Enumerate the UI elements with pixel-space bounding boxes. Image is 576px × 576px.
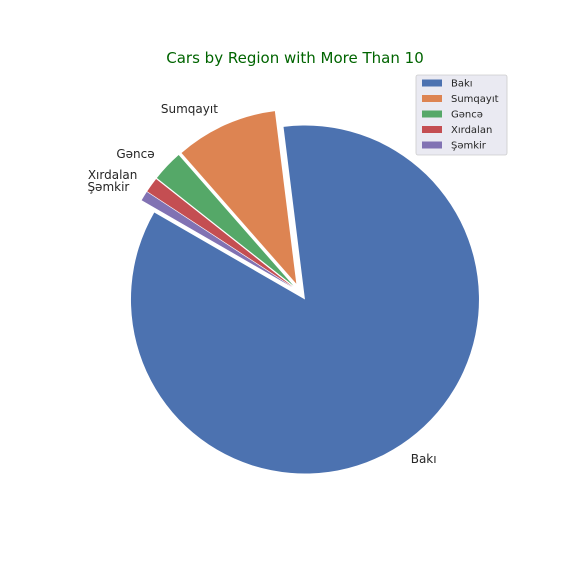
chart-title: Cars by Region with More Than 10 — [166, 49, 423, 67]
legend-swatch-3 — [422, 110, 442, 118]
slice-label-2: Sumqayıt — [161, 102, 218, 116]
legend-label-5: Şəmkir — [451, 141, 487, 152]
slice-label-5: Şəmkir — [87, 180, 129, 194]
slice-label-3: Gəncə — [116, 147, 154, 161]
legend-label-2: Sumqayıt — [451, 94, 499, 105]
legend-swatch-4 — [422, 126, 442, 133]
legend-label-1: Bakı — [451, 79, 473, 90]
legend: Bakı Sumqayıt Gəncə Xırdalan Şəmkir — [415, 74, 508, 156]
pie-slice-3 — [156, 155, 294, 286]
pie-slice-1 — [130, 125, 479, 474]
pie-slice-5 — [141, 191, 293, 288]
legend-entries: Bakı Sumqayıt Gəncə Xırdalan Şəmkir — [422, 79, 499, 152]
pie-slice-4 — [147, 178, 293, 287]
legend-swatch-1 — [422, 79, 442, 87]
legend-swatch-2 — [422, 95, 442, 102]
pie-slice-2 — [181, 111, 297, 284]
slice-label-1: Bakı — [411, 452, 437, 466]
legend-label-4: Xırdalan — [451, 125, 492, 136]
pie-slices — [130, 111, 479, 474]
slice-label-4: Xırdalan — [88, 168, 138, 182]
legend-swatch-5 — [422, 141, 442, 149]
legend-label-3: Gəncə — [451, 110, 483, 121]
